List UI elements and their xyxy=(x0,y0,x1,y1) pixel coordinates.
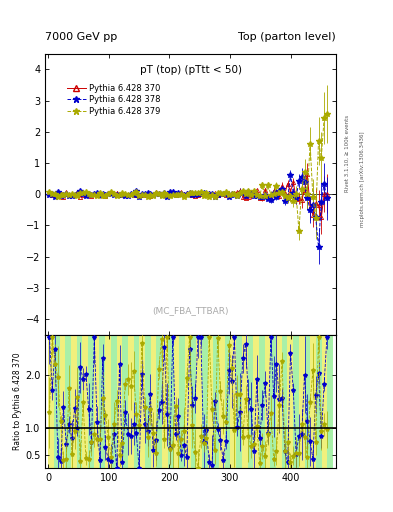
Bar xyxy=(105,335,111,468)
Bar xyxy=(140,335,145,468)
Text: 7000 GeV pp: 7000 GeV pp xyxy=(45,32,118,42)
Bar xyxy=(208,335,213,468)
Bar xyxy=(253,335,259,468)
Bar xyxy=(202,335,208,468)
Text: mcplots.cern.ch [arXiv:1306.3436]: mcplots.cern.ch [arXiv:1306.3436] xyxy=(360,132,365,227)
Bar xyxy=(230,335,236,468)
Bar xyxy=(248,335,253,468)
Bar xyxy=(270,335,276,468)
Bar xyxy=(60,335,65,468)
Bar xyxy=(88,335,94,468)
Bar xyxy=(54,335,60,468)
Text: (MC_FBA_TTBAR): (MC_FBA_TTBAR) xyxy=(152,306,229,315)
Bar xyxy=(236,335,242,468)
Bar xyxy=(293,335,299,468)
Bar xyxy=(305,335,310,468)
Bar xyxy=(213,335,219,468)
Bar xyxy=(94,335,99,468)
Bar xyxy=(162,335,168,468)
Bar xyxy=(65,335,71,468)
Bar xyxy=(185,335,191,468)
Legend: Pythia 6.428 370, Pythia 6.428 378, Pythia 6.428 379: Pythia 6.428 370, Pythia 6.428 378, Pyth… xyxy=(64,80,164,119)
Bar xyxy=(99,335,105,468)
Bar xyxy=(321,335,327,468)
Bar xyxy=(145,335,151,468)
Bar xyxy=(48,335,54,468)
Bar xyxy=(128,335,134,468)
Bar xyxy=(151,335,156,468)
Bar xyxy=(111,335,117,468)
Bar xyxy=(316,335,321,468)
Bar xyxy=(282,335,287,468)
Bar xyxy=(242,335,248,468)
Bar xyxy=(327,335,333,468)
Bar xyxy=(77,335,83,468)
Y-axis label: Ratio to Pythia 6.428 370: Ratio to Pythia 6.428 370 xyxy=(13,353,22,451)
Bar xyxy=(276,335,282,468)
Bar xyxy=(191,335,196,468)
Text: pT (top) (pTtt < 50): pT (top) (pTtt < 50) xyxy=(140,65,242,75)
Text: Rivet 3.1.10, ≥ 100k events: Rivet 3.1.10, ≥ 100k events xyxy=(345,115,350,192)
Bar xyxy=(174,335,179,468)
Bar xyxy=(264,335,270,468)
Bar xyxy=(259,335,264,468)
Bar xyxy=(299,335,305,468)
Bar xyxy=(310,335,316,468)
Bar xyxy=(287,335,293,468)
Bar xyxy=(168,335,174,468)
Bar xyxy=(117,335,122,468)
Bar xyxy=(122,335,128,468)
Bar xyxy=(225,335,230,468)
Bar xyxy=(134,335,140,468)
Bar xyxy=(219,335,225,468)
Text: Top (parton level): Top (parton level) xyxy=(238,32,336,42)
Bar xyxy=(83,335,88,468)
Bar xyxy=(71,335,77,468)
Bar xyxy=(179,335,185,468)
Bar xyxy=(156,335,162,468)
Bar xyxy=(196,335,202,468)
